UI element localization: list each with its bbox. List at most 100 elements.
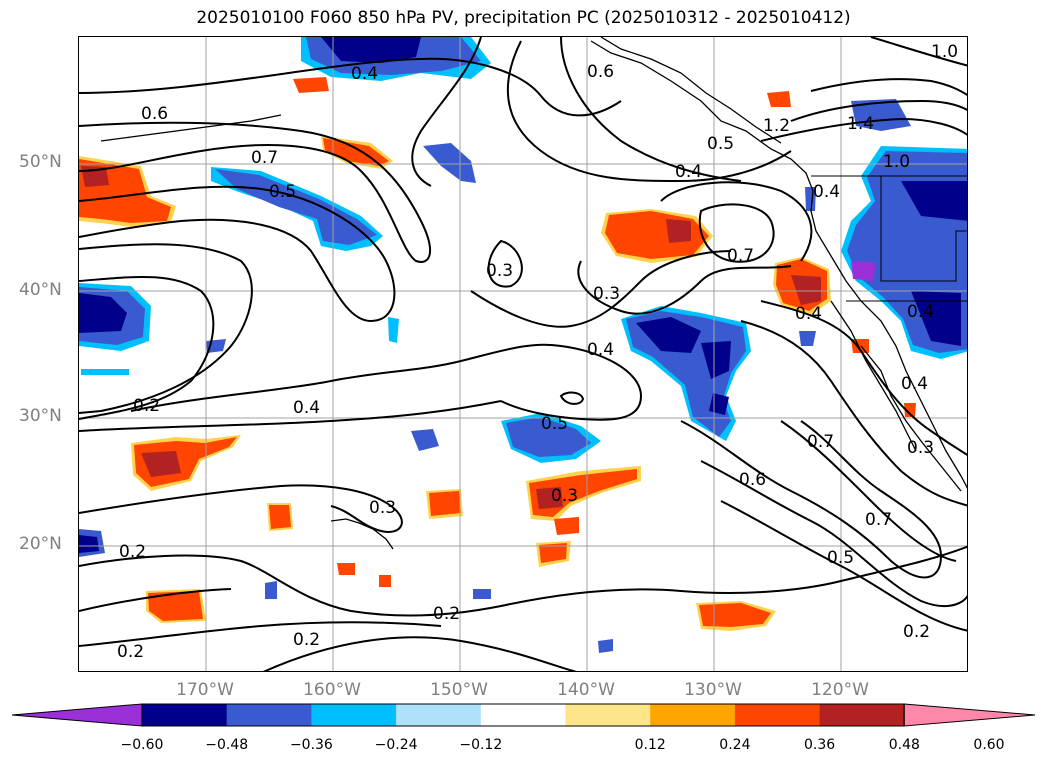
precip-area	[506, 417, 591, 457]
coastline-alaska-panhandle	[600, 37, 782, 144]
colorbar-tick-label: 0.48	[888, 737, 920, 753]
coastline-mexico	[860, 345, 962, 492]
contour-label: 0.5	[827, 548, 854, 568]
colorbar-segment	[396, 704, 482, 726]
precip-area	[554, 517, 579, 535]
coastlines	[100, 37, 967, 550]
precip-area	[701, 341, 731, 379]
precip-area	[473, 589, 491, 599]
precip-area	[293, 77, 329, 93]
contour-label: 0.4	[293, 398, 320, 418]
precip-area	[699, 603, 771, 627]
pv-contour	[506, 40, 792, 183]
contour-label: 0.7	[865, 510, 892, 530]
contour-label: 0.3	[551, 486, 578, 506]
precip-area	[799, 331, 816, 346]
precip-area	[666, 219, 691, 243]
precip-area	[141, 451, 181, 477]
pv-contour	[411, 37, 482, 187]
contour-label: 0.7	[727, 246, 754, 266]
map-canvas: 0.6 0.4 0.7 0.5 0.3 0.4 0.2 0.4 0.3 0.2 …	[79, 37, 967, 671]
pv-contour	[780, 420, 957, 562]
contour-label: 0.6	[587, 62, 614, 82]
precip-area	[379, 575, 391, 587]
precip-area	[851, 261, 876, 281]
coastline-north-america	[590, 40, 967, 489]
pv-contour	[810, 78, 967, 96]
contour-label: 0.7	[807, 432, 834, 452]
contour-label: 0.4	[795, 304, 822, 324]
contour-label: 0.4	[907, 302, 934, 322]
pv-contour	[698, 203, 775, 263]
colorbar-tick-label: −0.36	[289, 737, 333, 753]
precip-area	[411, 429, 439, 451]
precip-area	[598, 639, 613, 653]
pv-contour	[559, 391, 585, 405]
precip-area	[79, 293, 127, 333]
pv-contour	[263, 636, 577, 671]
contour-label: 0.2	[293, 630, 320, 650]
precip-area	[148, 591, 203, 621]
contour-label: 0.3	[593, 284, 620, 304]
colorbar-segment	[734, 704, 821, 726]
precip-area	[911, 291, 961, 346]
contour-label-group: 0.6 0.4 0.7 0.5 0.3 0.4 0.2 0.4 0.3 0.2 …	[117, 42, 958, 662]
precip-area	[388, 317, 399, 343]
colorbar-segment	[565, 704, 651, 726]
pv-contour	[79, 545, 967, 617]
colorbar-extend-max	[903, 703, 1036, 727]
colorbar-outline	[141, 703, 905, 727]
colorbar-tick-label: 0.24	[719, 737, 751, 753]
contour-label: 0.7	[251, 148, 278, 168]
colorbar-segment	[226, 704, 312, 726]
coastline-aleutians	[100, 114, 282, 142]
lat-label-30n: 30°N	[19, 406, 62, 426]
pv-contour	[560, 37, 742, 182]
contour-label: 0.3	[369, 498, 396, 518]
precip-area	[81, 369, 129, 375]
precip-area	[536, 487, 563, 509]
pv-contour	[740, 320, 967, 507]
colorbar-tick-label: 0.12	[634, 737, 666, 753]
lon-label-140w: 140°W	[557, 680, 615, 700]
pv-contour	[870, 37, 967, 67]
lon-label-160w: 160°W	[303, 680, 361, 700]
contour-label: 0.4	[675, 162, 702, 182]
precip-area	[423, 143, 476, 183]
contour-label: 0.5	[269, 182, 296, 202]
precip-area	[904, 403, 916, 417]
contour-label: 0.2	[117, 642, 144, 662]
colorbar-tick-label: −0.24	[374, 737, 418, 753]
precip-area	[539, 543, 567, 563]
colorbar-extend-min	[11, 703, 143, 727]
colorbar-segment	[480, 704, 566, 726]
lat-label-20n: 20°N	[19, 534, 62, 554]
precip-area	[79, 535, 99, 553]
contour-label: 1.4	[847, 114, 874, 134]
graticule	[79, 37, 967, 671]
pv-contour	[700, 460, 967, 607]
pv-contour	[660, 181, 813, 262]
pv-contour	[130, 343, 643, 421]
colorbar-segment	[311, 704, 397, 726]
pv-contour	[680, 420, 943, 579]
contour-label: 0.4	[901, 374, 928, 394]
contour-label: 0.2	[433, 604, 460, 624]
precip-area	[901, 181, 967, 221]
lon-label-120w: 120°W	[811, 680, 869, 700]
contour-label: 0.5	[707, 134, 734, 154]
precip-area	[636, 317, 701, 353]
contour-label: 0.6	[141, 104, 168, 124]
colorbar-tick-label: −0.48	[205, 737, 249, 753]
contour-label: 1.0	[931, 42, 958, 62]
precip-area	[215, 169, 377, 245]
contour-label: 0.2	[119, 542, 146, 562]
coastline-baja	[830, 300, 917, 452]
colorbar-segment	[819, 704, 905, 726]
colorbar-tick-label: −0.12	[459, 737, 503, 753]
pv-contours	[79, 37, 967, 671]
pv-contour	[577, 260, 792, 315]
pv-contour	[79, 275, 215, 420]
lon-label-150w: 150°W	[430, 680, 488, 700]
contour-label: 1.2	[763, 116, 790, 136]
